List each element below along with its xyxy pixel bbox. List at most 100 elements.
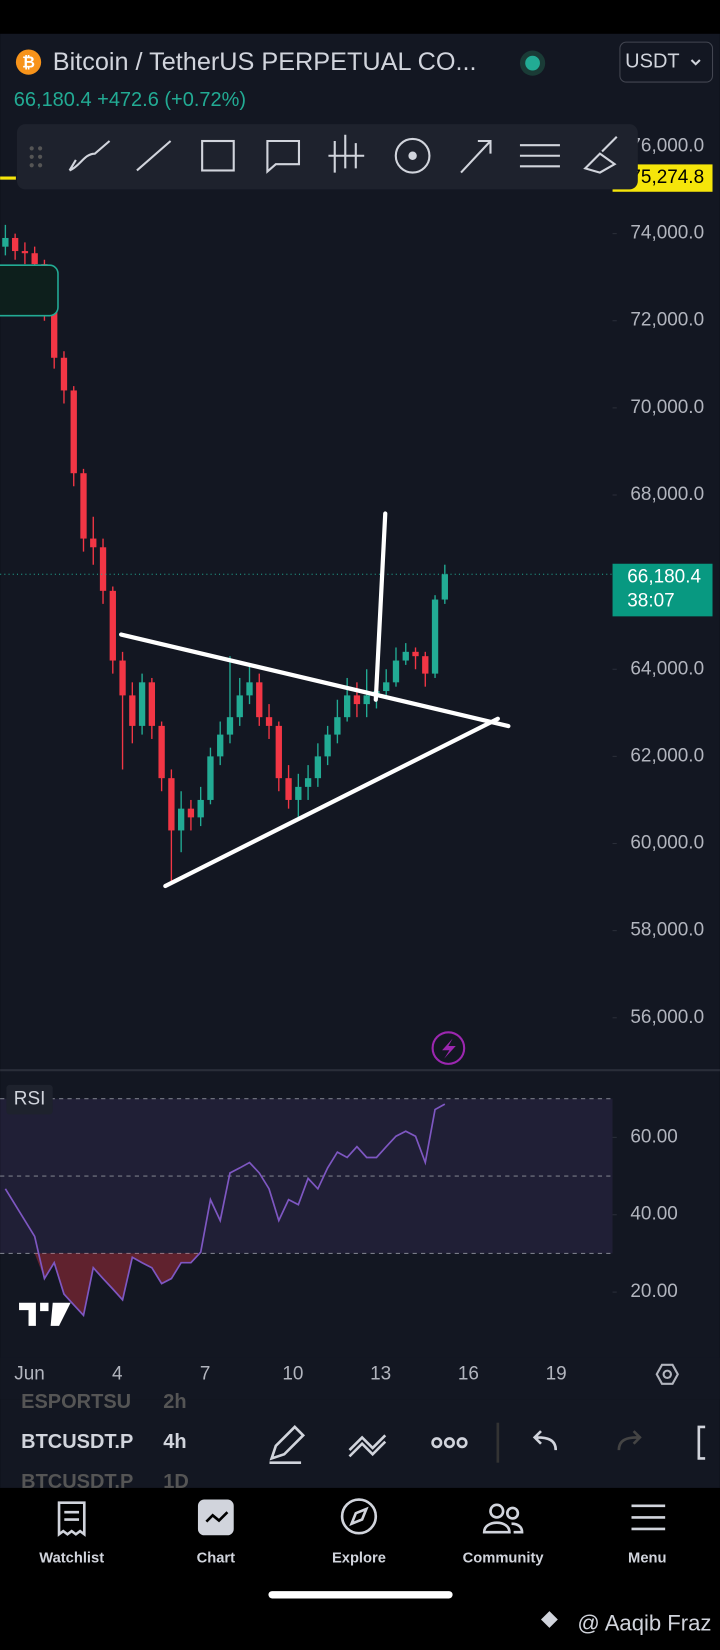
candle-body (31, 253, 38, 265)
fullscreen-button[interactable] (697, 1425, 706, 1460)
menu-icon[interactable] (631, 1504, 666, 1531)
nav-label[interactable]: Watchlist (39, 1550, 104, 1566)
settings-button[interactable] (655, 1363, 679, 1385)
tool-circle[interactable] (394, 137, 431, 174)
x-tick-label: 19 (546, 1363, 567, 1384)
candle-body (236, 695, 243, 718)
redo-button (617, 1430, 642, 1451)
candle-body (314, 756, 322, 779)
candle-body (11, 237, 19, 252)
candle-body (207, 756, 214, 800)
candle-body (402, 651, 409, 661)
nav-label[interactable]: Explore (332, 1550, 386, 1566)
rsi-tick-label: 20.00 (630, 1281, 677, 1302)
x-tick-label: 13 (370, 1363, 391, 1384)
candle-body (21, 251, 29, 254)
candle-body (226, 717, 234, 735)
alert-label: 75,274.8 (630, 167, 704, 188)
home-indicator (268, 1591, 453, 1599)
tool-eraser[interactable] (583, 136, 618, 174)
y-tick-label: 74,000.0 (630, 223, 704, 244)
candle-body (383, 682, 390, 692)
candle-body (324, 734, 331, 757)
y-tick-label: 58,000.0 (630, 920, 704, 941)
chevron (690, 59, 701, 66)
templates-button[interactable] (348, 1434, 387, 1458)
tool-fib[interactable] (519, 144, 560, 168)
interval[interactable]: 4h (163, 1431, 186, 1453)
prev-symbol: ESPORTSU (21, 1391, 131, 1413)
resistance-line (119, 632, 511, 729)
tv-logo-mark (19, 1302, 71, 1326)
nav-bar (0, 1487, 720, 1650)
price: 66,180.4 +472.6 (+0.72%) (14, 89, 246, 111)
lightning-icon (442, 1038, 456, 1059)
x-tick-label: Jun (14, 1363, 45, 1384)
trendlines (119, 511, 511, 889)
status-dot (525, 55, 540, 71)
candle-body (99, 547, 107, 591)
candle-body (353, 695, 361, 705)
annotation-box (0, 264, 59, 317)
candle-body (431, 599, 439, 674)
tool-brush[interactable] (68, 140, 111, 172)
more-button[interactable] (431, 1437, 468, 1449)
chart-icon-line (205, 1511, 229, 1523)
candle-body (138, 682, 146, 726)
x-tick-label: 4 (112, 1363, 123, 1384)
bottom-toolbar (0, 1399, 720, 1488)
candle-body (51, 312, 58, 358)
nav-label[interactable]: Menu (628, 1550, 666, 1566)
tool-note[interactable] (266, 139, 301, 174)
tool-line[interactable] (136, 140, 172, 172)
tool-arrow[interactable] (460, 139, 492, 174)
settings-dot (662, 1369, 673, 1380)
lightning-button[interactable] (431, 1031, 466, 1065)
last-price: 66,180.4 (14, 89, 92, 111)
symbol[interactable]: BTCUSDT.P (21, 1431, 133, 1453)
tool-position[interactable] (328, 134, 365, 173)
change-pct: (+0.72%) (164, 89, 246, 111)
y-tick-label: 62,000.0 (630, 745, 704, 766)
undo-button[interactable] (532, 1430, 558, 1451)
currency-button[interactable] (619, 41, 714, 83)
community-icon[interactable] (489, 1503, 505, 1519)
candle-body (187, 808, 195, 818)
explore-icon[interactable] (340, 1498, 378, 1535)
candle-body (148, 682, 156, 726)
x-tick-label: 10 (282, 1363, 303, 1384)
price-box-timer: 38:07 (627, 591, 674, 612)
candle-body (90, 538, 97, 548)
candle-body (275, 725, 282, 779)
candle-body (177, 808, 185, 831)
nav-label[interactable]: Community (463, 1550, 545, 1566)
symbol-title[interactable]: Bitcoin / TetherUS PERPETUAL CO... (53, 48, 477, 76)
nav-label[interactable]: Chart (197, 1550, 236, 1566)
currency: USDT (625, 50, 679, 72)
watchlist-icon[interactable] (57, 1501, 86, 1537)
candle-body (363, 695, 370, 705)
interval-picker[interactable]: ESPORTSU 2h BTCUSDT.P 4h BTCUSDT.P 1D (21, 1391, 189, 1493)
rsi-pane: 20.00 40.00 60.00 RSI (0, 1084, 678, 1326)
pencil-button[interactable] (269, 1425, 306, 1465)
next-symbol: BTCUSDT.P (21, 1471, 133, 1493)
candle-body (256, 682, 263, 718)
axes: 56,000.0 58,000.0 60,000.0 62,000.0 64,000.0… (0, 135, 713, 1385)
next-interval: 1D (163, 1471, 189, 1493)
candle-body (412, 651, 419, 657)
candle-body (392, 660, 400, 683)
prev-interval: 2h (163, 1391, 186, 1413)
tool-icons (29, 134, 618, 174)
rsi-tick-label: 40.00 (630, 1204, 677, 1225)
candle-body (441, 574, 448, 600)
candle-body (129, 695, 136, 726)
btc-icon (15, 49, 42, 75)
candle-body (304, 778, 312, 787)
y-tick-label: 70,000.0 (630, 397, 704, 418)
candle-body (70, 390, 77, 474)
y-tick-label: 72,000.0 (630, 310, 704, 331)
candle-body (265, 717, 273, 726)
tool-rect[interactable] (201, 139, 235, 172)
